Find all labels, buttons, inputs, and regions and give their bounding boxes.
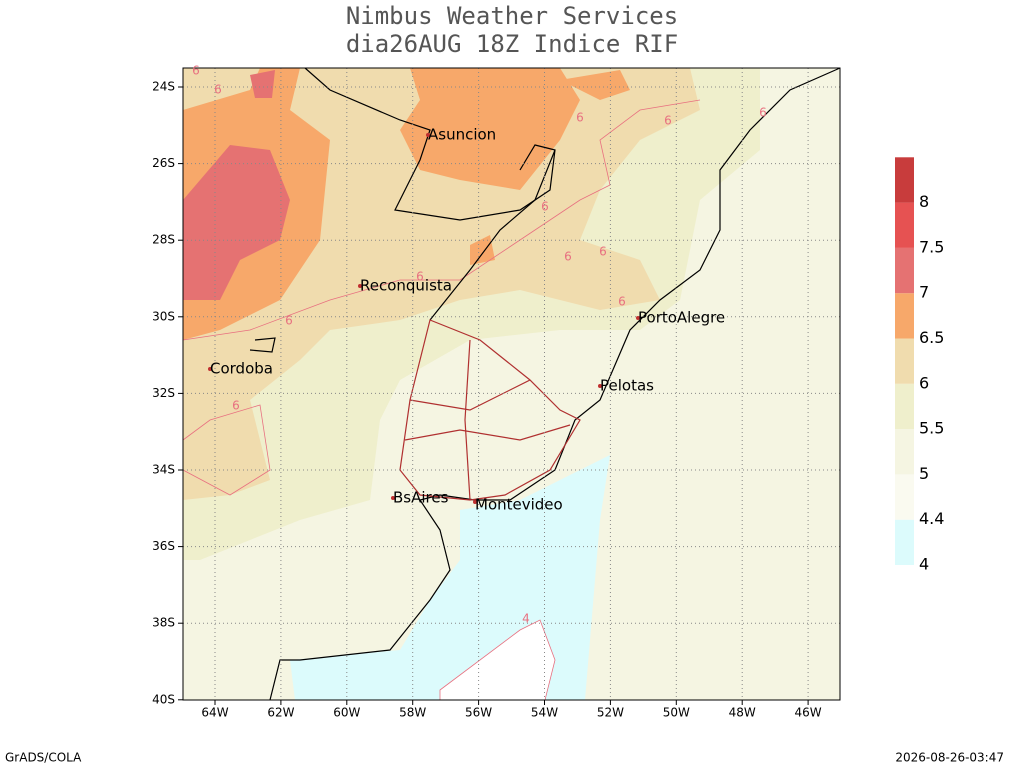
contour-label: 6 — [664, 114, 672, 128]
map-frame — [182, 67, 841, 701]
lake — [249, 337, 276, 353]
contour-label: 6 — [285, 314, 293, 328]
title-line: dia26AUG 18Z Indice RIF — [346, 30, 678, 58]
boundaries — [249, 67, 841, 701]
colorbar-box — [895, 383, 914, 430]
lat-tick-label: 40S — [152, 692, 175, 706]
colorbar-label: 4 — [919, 555, 929, 574]
contour-label: 6 — [214, 83, 222, 97]
colorbar-label: 7 — [919, 283, 929, 302]
grid — [183, 68, 840, 700]
lon-tick-label: 56W — [465, 706, 492, 720]
map-fields — [182, 68, 840, 701]
colorbar-box — [895, 157, 914, 203]
colorbar-box — [895, 293, 914, 339]
border — [304, 67, 556, 221]
city-label: Pelotas — [600, 377, 654, 395]
department-line — [464, 339, 471, 501]
border — [429, 149, 556, 321]
city-label: Asuncion — [428, 126, 496, 144]
field-region — [400, 68, 580, 190]
field-region — [183, 145, 290, 300]
footer-right: 2026-08-26-03:47 — [895, 751, 1004, 765]
colorbar-label: 8 — [919, 192, 929, 211]
city-dot — [473, 500, 477, 504]
contour-label: 6 — [759, 106, 767, 120]
field-region — [250, 70, 275, 98]
lon-tick-label: 64W — [201, 706, 228, 720]
lat-tick-label: 36S — [152, 539, 175, 553]
city-label: PortoAlegre — [638, 309, 725, 327]
lon-tick-label: 60W — [333, 706, 360, 720]
contour-line — [182, 404, 271, 496]
city-label: Montevideo — [475, 496, 563, 514]
city-dot — [358, 284, 362, 288]
colorbar-label: 5.5 — [919, 419, 944, 438]
city-label: Cordoba — [210, 360, 273, 378]
city-dot — [426, 133, 430, 137]
lon-tick-label: 46W — [795, 706, 822, 720]
lon-tick-label: 54W — [531, 706, 558, 720]
contour-label: 6 — [232, 399, 240, 413]
lon-tick-label: 50W — [663, 706, 690, 720]
colorbar-label: 6 — [919, 373, 929, 392]
city-dot — [636, 316, 640, 320]
lon-tick-label: 48W — [729, 706, 756, 720]
contour-label: 6 — [541, 200, 549, 214]
colorbar-box — [895, 474, 914, 520]
city-dot — [208, 367, 212, 371]
lat-tick-label: 28S — [152, 233, 175, 247]
contour-label: 6 — [564, 250, 572, 264]
title-line: Nimbus Weather Services — [346, 2, 678, 30]
colorbar-box — [895, 247, 914, 294]
footer-left: GrADS/COLA — [5, 751, 82, 765]
field-region — [560, 70, 630, 100]
coastline — [269, 67, 841, 701]
lat-tick-label: 34S — [152, 463, 175, 477]
colorbar-label: 5 — [919, 464, 929, 483]
contour-label: 6 — [618, 295, 626, 309]
contour-label: 4 — [522, 612, 530, 626]
lat-tick-label: 38S — [152, 616, 175, 630]
lon-tick-label: 58W — [399, 706, 426, 720]
colorbar-box — [895, 429, 914, 475]
colorbar-label: 6.5 — [919, 328, 944, 347]
city-dot — [598, 384, 602, 388]
city-dot — [391, 496, 395, 500]
city-label: BsAires — [393, 489, 449, 507]
contour-label: 6 — [576, 111, 584, 125]
contour-label: 6 — [192, 64, 200, 78]
field-region — [470, 235, 495, 265]
colorbar-box — [895, 519, 914, 565]
lat-tick-label: 32S — [152, 386, 175, 400]
colorbar-box — [895, 338, 914, 384]
city-label: Reconquista — [360, 277, 452, 295]
colorbar-box — [895, 202, 914, 248]
lon-tick-label: 62W — [267, 706, 294, 720]
lat-tick-label: 26S — [152, 156, 175, 170]
lat-tick-label: 24S — [152, 80, 175, 94]
colorbar-label: 7.5 — [919, 237, 944, 256]
lat-tick-label: 30S — [152, 309, 175, 323]
department-line — [409, 379, 531, 411]
lon-tick-label: 52W — [597, 706, 624, 720]
colorbar-label: 4.4 — [919, 509, 944, 528]
contour-label: 6 — [416, 270, 424, 284]
contour-label: 6 — [599, 245, 607, 259]
